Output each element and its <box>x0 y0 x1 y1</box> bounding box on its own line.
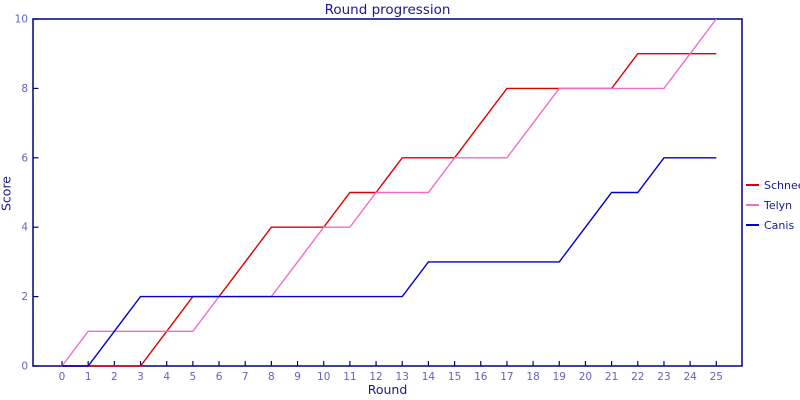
x-tick-label: 23 <box>657 371 670 383</box>
x-tick-label: 13 <box>396 371 409 383</box>
x-tick-label: 7 <box>242 371 249 383</box>
series-line-telyn <box>61 18 717 367</box>
x-tick-label: 20 <box>579 371 592 383</box>
x-tick-label: 25 <box>710 371 723 383</box>
y-tick-label: 8 <box>21 83 28 95</box>
x-tick-label: 9 <box>294 371 301 383</box>
legend-swatch-canis <box>746 224 759 226</box>
x-tick-label: 0 <box>59 371 66 383</box>
series-line-schnee <box>62 53 717 367</box>
legend: Schnee Telyn Canis <box>746 175 800 235</box>
x-tick-label: 21 <box>605 371 618 383</box>
x-tick-label: 17 <box>500 371 513 383</box>
legend-label-telyn: Telyn <box>764 198 793 212</box>
legend-label-schnee: Schnee <box>764 178 800 192</box>
x-tick-label: 24 <box>683 371 697 383</box>
x-tick-label: 2 <box>111 371 118 383</box>
y-tick-label: 4 <box>21 222 28 234</box>
x-tick-label: 5 <box>190 371 197 383</box>
x-tick-label: 18 <box>526 371 539 383</box>
y-tick-label: 6 <box>21 152 28 164</box>
y-tick-label: 2 <box>21 291 28 303</box>
legend-swatch-schnee <box>746 184 759 186</box>
x-tick-label: 3 <box>137 371 144 383</box>
x-tick-label: 10 <box>317 371 330 383</box>
x-tick-label: 19 <box>553 371 566 383</box>
legend-label-canis: Canis <box>764 218 795 232</box>
x-tick-label: 4 <box>163 371 170 383</box>
y-tick-label: 0 <box>21 361 28 373</box>
series-line-canis <box>62 157 717 367</box>
x-tick-label: 12 <box>369 371 382 383</box>
x-tick-label: 14 <box>422 371 436 383</box>
legend-item-telyn: Telyn <box>746 195 800 215</box>
x-tick-label: 15 <box>448 371 461 383</box>
plot-frame <box>32 18 743 367</box>
x-axis-label: Round <box>367 382 408 397</box>
legend-item-canis: Canis <box>746 215 800 235</box>
legend-swatch-telyn <box>746 204 759 206</box>
x-tick-label: 22 <box>631 371 644 383</box>
x-tick-label: 11 <box>343 371 356 383</box>
chart-title: Round progression <box>324 2 451 18</box>
legend-item-schnee: Schnee <box>746 175 800 195</box>
x-tick-label: 8 <box>268 371 275 383</box>
x-tick-label: 1 <box>85 371 92 383</box>
x-tick-label: 16 <box>474 371 488 383</box>
x-tick-label: 6 <box>216 371 223 383</box>
y-tick-label: 10 <box>15 14 28 26</box>
